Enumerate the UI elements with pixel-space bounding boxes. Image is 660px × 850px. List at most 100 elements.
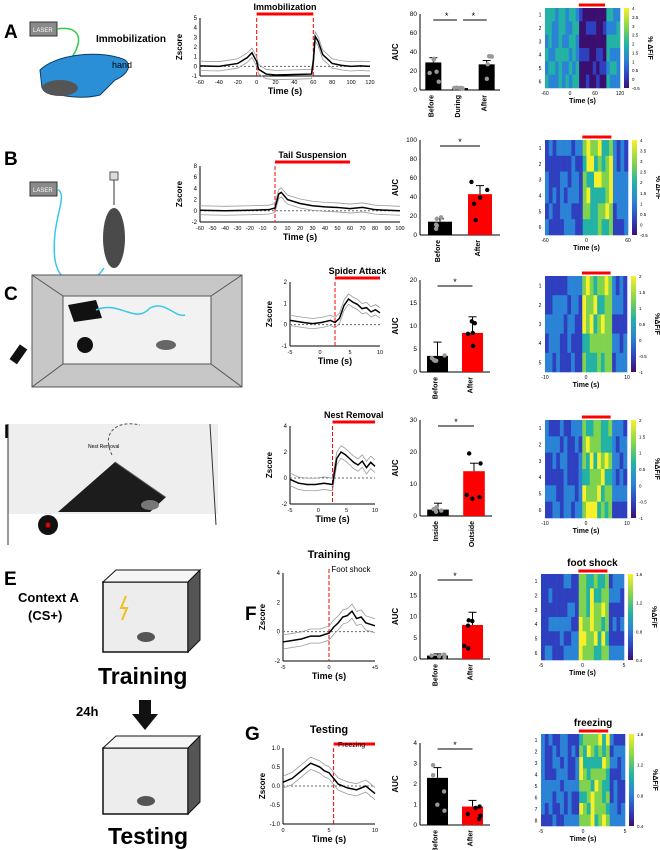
heatmap-cell [568, 48, 573, 62]
heatmap-cell [545, 436, 550, 453]
heatmap-cell [559, 420, 564, 437]
heatmap-cell [548, 21, 553, 35]
heatmap-cell [593, 276, 598, 296]
heatmap-cell [605, 171, 610, 188]
heatmap-cell [619, 352, 624, 373]
heatmap-cell [598, 745, 603, 758]
heatmap-cell [556, 187, 561, 204]
chart-b_auc: 0 20 40 60 80 100 AUC Before After * [391, 137, 500, 262]
heatmap-cell [575, 791, 580, 804]
heatmap-cell [592, 48, 597, 62]
data-point [442, 808, 447, 813]
heatmap-cell [593, 420, 598, 437]
colorbar-tick: 0 [632, 77, 635, 82]
x-tick-label: -40 [215, 80, 223, 86]
chart-f_auc: 0 5 10 15 20 AUC Before After * [391, 571, 490, 686]
heatmap-cell [548, 420, 553, 437]
heatmap-cell [582, 61, 587, 75]
heatmap-cell [621, 803, 626, 815]
chart-a_auc: 0 20 40 60 80 AUC Before During After * * [391, 11, 500, 118]
heatmap-cell [545, 420, 550, 437]
heatmap-cell [552, 436, 557, 453]
heatmap-cell [567, 768, 572, 781]
heatmap-cell [574, 352, 579, 373]
heatmap-cell [623, 420, 628, 437]
y-tick-label: 80 [410, 11, 418, 18]
heatmap-cell [597, 485, 602, 502]
data-point [431, 56, 437, 62]
bar-after [462, 625, 483, 659]
heatmap-cell [571, 631, 576, 646]
y-tick-label: 10 [410, 323, 418, 330]
camera-icon [9, 344, 28, 365]
heatmap-cell [593, 501, 598, 519]
data-point [430, 772, 436, 778]
heatmap-cell [567, 757, 572, 769]
x-tick-label: 60 [625, 238, 631, 244]
heatmap-cell [567, 333, 572, 354]
heatmap-cell [623, 333, 628, 354]
heatmap-cell [616, 34, 621, 49]
heatmap-cell [616, 74, 621, 89]
heatmap-cell [619, 333, 624, 354]
heatmap-cell [582, 314, 587, 334]
heatmap-cell [620, 645, 625, 661]
heatmap-cell [571, 814, 576, 827]
x-axis-label: Time (s) [573, 245, 600, 252]
heatmap-cell [548, 61, 553, 75]
y-tick-label: 0.5 [272, 765, 281, 771]
heatmap-cell [560, 803, 565, 815]
heatmap-cell [616, 602, 621, 618]
heatmap-cell [548, 333, 553, 354]
heatmap-cell [558, 48, 563, 62]
heatmap-cell [619, 295, 624, 315]
chart-f_trace: -2 0 2 4 -5 0 +5 Time (s) Zscore Training Foot sho… [258, 549, 378, 681]
heatmap-cell [562, 8, 566, 22]
x-axis-label: Time (s) [312, 671, 346, 681]
heatmap-cell [567, 734, 572, 746]
data-point [465, 623, 471, 628]
heatmap-cell [609, 48, 614, 62]
heatmap-cell [563, 140, 568, 157]
data-point [485, 187, 490, 193]
category-label: Outside [469, 521, 476, 547]
row-label: 1 [539, 426, 542, 432]
heatmap-cell [544, 734, 549, 746]
x-axis-label: Time (s) [268, 86, 302, 96]
x-tick-label: -5 [288, 508, 293, 514]
heatmap-cell [571, 602, 576, 618]
heatmap-cell [612, 333, 617, 354]
heatmap-cell [601, 187, 606, 204]
heatmap-cell [594, 745, 599, 758]
heatmap-cell [556, 745, 561, 758]
heatmap-cell [567, 617, 572, 632]
heatmap-cell [594, 187, 599, 204]
row-label: 1 [535, 738, 538, 744]
heatmap-cell [574, 588, 580, 603]
heatmap-cell [548, 734, 553, 746]
heatmap-cell [551, 21, 556, 35]
x-axis-label: Time (s) [569, 98, 596, 105]
heatmap-cell [544, 768, 549, 781]
chart-f_heat: 1 2 3 4 5 6 foot shock -5 0 5 Time (s) 1.6 1.2 0.8 0.4… [535, 558, 657, 677]
colorbar-tick: 4 [640, 138, 643, 143]
heatmap-cell [544, 588, 549, 603]
heatmap-cell [586, 333, 591, 354]
heatmap-cell [582, 219, 587, 236]
colorbar [632, 140, 637, 235]
heatmap-cell [594, 780, 599, 792]
data-point [436, 79, 441, 84]
data-point [470, 343, 476, 349]
data-point [473, 805, 478, 811]
category-label: Before [435, 240, 442, 262]
sig-star: * [445, 11, 449, 21]
heatmap-cell [612, 420, 617, 437]
mean-trace [289, 298, 381, 325]
heatmap-cell [548, 219, 553, 236]
heatmap-cell [552, 203, 557, 220]
x-tick-label: 20 [272, 80, 278, 86]
heatmap-cell [563, 314, 568, 334]
x-axis-label: Time (s) [312, 834, 346, 844]
colorbar-tick: 0.4 [636, 658, 643, 663]
heatmap-cell [615, 501, 620, 519]
